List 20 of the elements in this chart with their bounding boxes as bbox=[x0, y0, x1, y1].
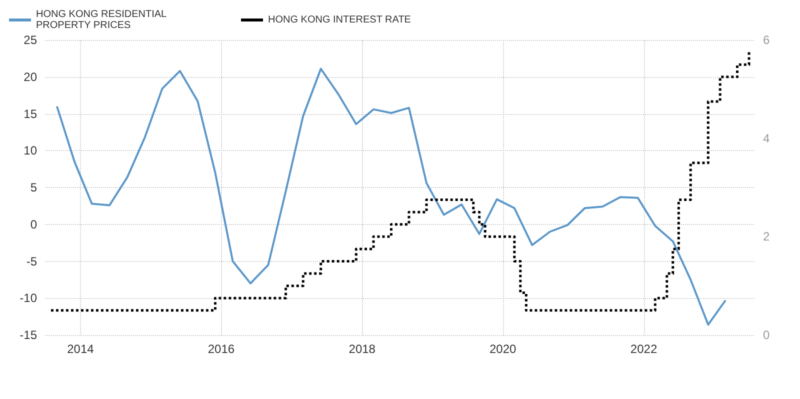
x-tick-label: 2020 bbox=[489, 342, 517, 356]
y2-tick-label: 0 bbox=[763, 328, 770, 342]
y-tick-label: 20 bbox=[24, 70, 38, 84]
y-tick-label: -5 bbox=[26, 254, 38, 268]
y2-tick-label: 4 bbox=[763, 131, 770, 146]
y-tick-label: 0 bbox=[30, 217, 38, 232]
y-tick-label: 15 bbox=[24, 106, 38, 121]
x-tick-label: 2016 bbox=[208, 342, 235, 356]
y2-tick-label: 6 bbox=[763, 33, 770, 47]
y-tick-label: -15 bbox=[20, 328, 38, 342]
x-tick-label: 2014 bbox=[67, 342, 94, 356]
x-tick-label: 2018 bbox=[348, 342, 376, 356]
y-tick-label: 10 bbox=[24, 144, 38, 158]
y-tick-label: -10 bbox=[20, 291, 38, 306]
y-tick-label: 5 bbox=[30, 180, 38, 194]
y2-tick-label: 2 bbox=[763, 230, 770, 244]
legend-label: HONG KONG INTEREST RATE bbox=[268, 14, 412, 26]
y-tick-label: 25 bbox=[24, 33, 38, 47]
legend-label: HONG KONG RESIDENTIAL PROPERTY PRICES bbox=[36, 9, 169, 31]
x-tick-label: 2022 bbox=[630, 342, 658, 356]
